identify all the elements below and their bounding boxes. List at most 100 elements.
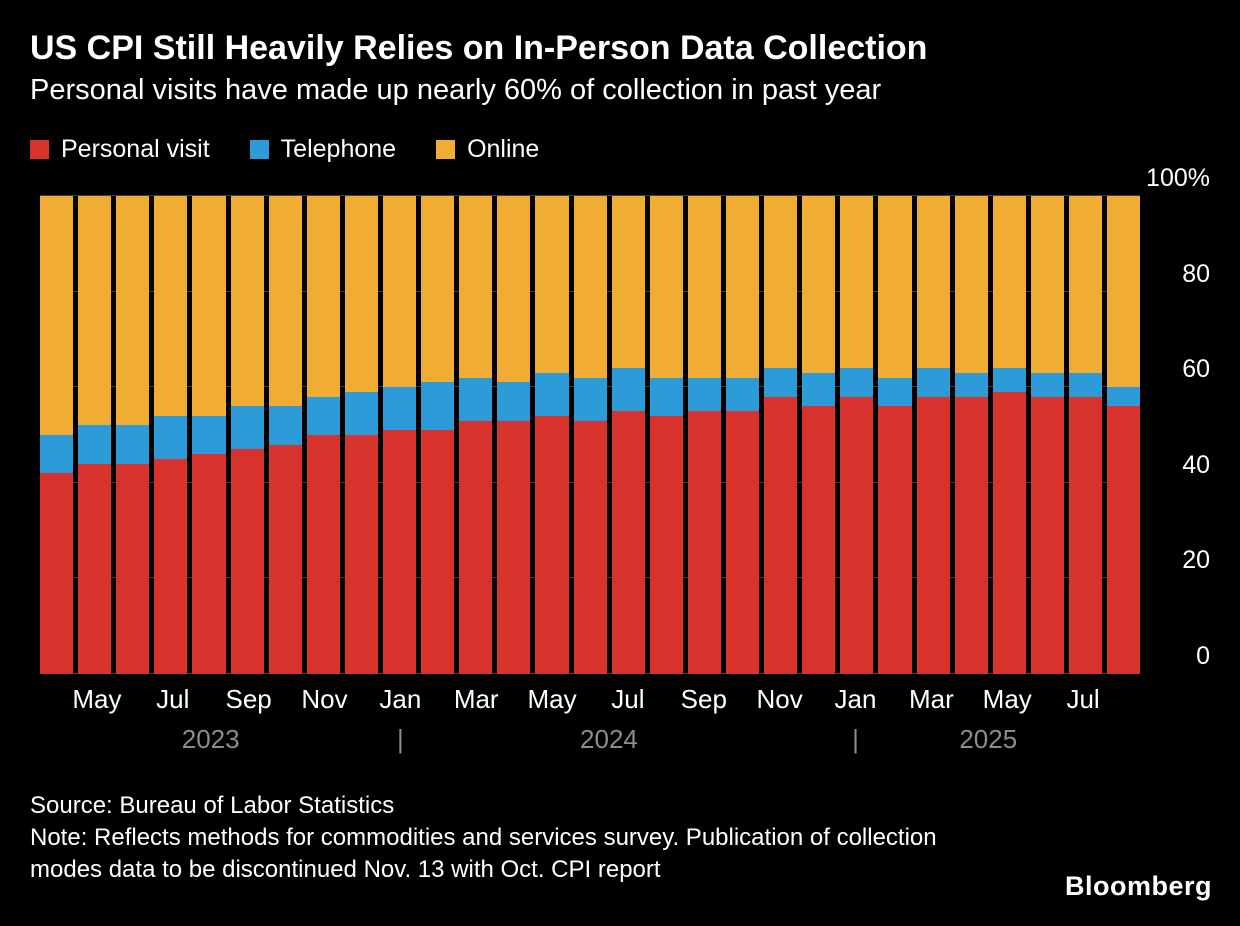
segment-online bbox=[573, 196, 607, 378]
legend-swatch-telephone bbox=[249, 139, 269, 159]
bar-jul-2025 bbox=[1068, 196, 1103, 674]
bar-sep-2024 bbox=[687, 196, 721, 674]
bar-feb-2025 bbox=[878, 196, 912, 674]
x-tick-9-jan: Jan bbox=[379, 684, 422, 714]
segment-personal-visit bbox=[802, 406, 836, 674]
segment-telephone bbox=[992, 368, 1026, 392]
bar-mar-2025 bbox=[916, 196, 950, 674]
segment-online bbox=[649, 196, 683, 378]
plot-area bbox=[40, 195, 1141, 674]
segment-personal-visit bbox=[192, 454, 226, 674]
legend-label-online: Online bbox=[467, 134, 540, 163]
bar-aug-2023 bbox=[192, 196, 226, 674]
legend-item-telephone: Telephone bbox=[249, 134, 397, 164]
y-tick-0: 0 bbox=[1196, 642, 1210, 670]
segment-online bbox=[382, 196, 417, 388]
segment-telephone bbox=[497, 382, 531, 421]
note-text: Note: Reflects methods for commodities a… bbox=[30, 824, 937, 883]
segment-telephone bbox=[306, 396, 340, 435]
segment-personal-visit bbox=[1107, 406, 1141, 674]
segment-telephone bbox=[649, 377, 683, 416]
y-tick-100: 100% bbox=[1146, 164, 1210, 192]
x-tick-11-mar: Mar bbox=[453, 684, 499, 714]
source-text: Source: Bureau of Labor Statistics bbox=[30, 792, 395, 819]
segment-personal-visit bbox=[611, 411, 645, 674]
bar-aug-2024 bbox=[649, 196, 683, 674]
bar-jan-2025 bbox=[840, 196, 874, 674]
segment-online bbox=[1030, 196, 1064, 373]
segment-telephone bbox=[840, 368, 874, 397]
segment-online bbox=[78, 196, 112, 426]
segment-personal-visit bbox=[230, 449, 264, 674]
segment-personal-visit bbox=[382, 430, 417, 674]
chart: 0 20 40 60 80 100% bbox=[30, 166, 1210, 674]
bar-aug-2025 bbox=[1107, 196, 1141, 674]
bar-dec-2023 bbox=[344, 196, 378, 674]
segment-personal-visit bbox=[154, 458, 188, 674]
segment-telephone bbox=[687, 377, 721, 412]
bar-oct-2024 bbox=[725, 196, 760, 674]
segment-personal-visit bbox=[497, 420, 531, 674]
segment-online bbox=[40, 196, 74, 436]
y-tick-60: 60 bbox=[1182, 355, 1210, 384]
x-tick-25-may: May bbox=[982, 684, 1032, 714]
segment-telephone bbox=[344, 391, 378, 435]
segment-online bbox=[992, 196, 1026, 369]
segment-telephone bbox=[154, 415, 188, 459]
segment-personal-visit bbox=[687, 411, 721, 674]
y-tick-40: 40 bbox=[1182, 450, 1210, 479]
bar-feb-2024 bbox=[421, 196, 455, 674]
segment-online bbox=[764, 196, 798, 369]
year-axis-labels: 2023 | 2024 | 2025 bbox=[40, 724, 1140, 760]
bar-apr-2024 bbox=[497, 196, 531, 674]
legend-label-personal-visit: Personal visit bbox=[61, 134, 210, 163]
segment-telephone bbox=[268, 406, 302, 445]
gridline-100 bbox=[40, 195, 1140, 196]
x-tick-13-may: May bbox=[527, 684, 577, 714]
legend-label-telephone: Telephone bbox=[280, 134, 397, 163]
segment-online bbox=[916, 196, 950, 369]
legend-swatch-online bbox=[436, 139, 456, 159]
segment-online bbox=[611, 196, 645, 369]
segment-telephone bbox=[535, 372, 569, 416]
segment-telephone bbox=[192, 415, 226, 455]
legend-item-online: Online bbox=[436, 135, 539, 164]
y-axis-labels: 0 20 40 60 80 100% bbox=[1140, 166, 1210, 674]
bar-jun-2023 bbox=[116, 196, 150, 674]
bar-nov-2023 bbox=[306, 196, 340, 674]
segment-telephone bbox=[1107, 387, 1141, 407]
segment-telephone bbox=[611, 368, 645, 412]
year-separator-2024: | bbox=[396, 724, 404, 754]
segment-telephone bbox=[764, 368, 798, 397]
segment-personal-visit bbox=[1068, 396, 1103, 674]
chart-page: US CPI Still Heavily Relies on In-Person… bbox=[30, 29, 1210, 883]
segment-personal-visit bbox=[306, 435, 340, 674]
segment-personal-visit bbox=[535, 415, 569, 674]
year-label-2025: 2025 bbox=[959, 724, 1018, 754]
segment-personal-visit bbox=[344, 435, 378, 674]
chart-title: US CPI Still Heavily Relies on In-Person… bbox=[30, 29, 928, 67]
segment-telephone bbox=[230, 406, 264, 450]
segment-personal-visit bbox=[459, 420, 493, 674]
bar-may-2023 bbox=[78, 196, 112, 674]
x-tick-15-jul: Jul bbox=[611, 684, 645, 714]
segment-online bbox=[230, 196, 264, 407]
segment-personal-visit bbox=[764, 396, 798, 674]
segment-personal-visit bbox=[116, 463, 150, 674]
x-tick-7-nov: Nov bbox=[301, 684, 348, 714]
segment-personal-visit bbox=[840, 396, 874, 674]
segment-personal-visit bbox=[992, 391, 1026, 674]
segment-telephone bbox=[878, 377, 912, 407]
segment-telephone bbox=[954, 372, 988, 397]
segment-telephone bbox=[459, 377, 493, 421]
bar-sep-2023 bbox=[230, 196, 264, 674]
segment-telephone bbox=[725, 377, 760, 412]
segment-online bbox=[344, 196, 378, 392]
bar-apr-2025 bbox=[954, 196, 988, 674]
segment-online bbox=[421, 196, 455, 383]
segment-telephone bbox=[421, 382, 455, 431]
segment-online bbox=[306, 196, 340, 397]
segment-online bbox=[497, 196, 531, 383]
segment-online bbox=[687, 196, 721, 378]
segment-telephone bbox=[1068, 372, 1103, 397]
